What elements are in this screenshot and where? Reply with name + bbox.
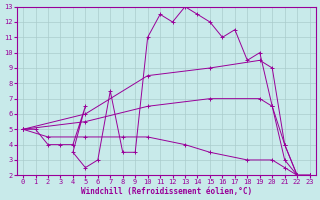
X-axis label: Windchill (Refroidissement éolien,°C): Windchill (Refroidissement éolien,°C): [81, 187, 252, 196]
